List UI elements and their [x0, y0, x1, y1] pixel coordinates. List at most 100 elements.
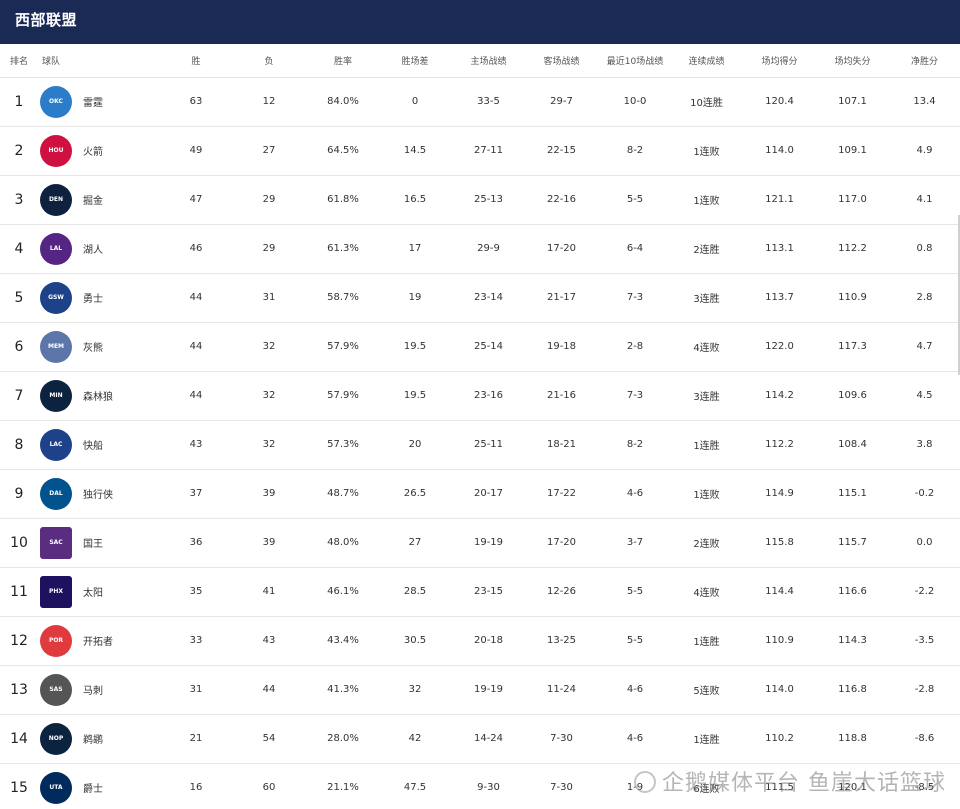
team-name[interactable]: 鹈鹕 — [83, 735, 103, 746]
team-name[interactable]: 勇士 — [83, 294, 103, 305]
streak-cell: 1连败 — [670, 126, 743, 176]
column-header-streak[interactable]: 连续成绩 — [670, 44, 743, 78]
column-header-ppg[interactable]: 场均得分 — [743, 44, 816, 78]
team-name[interactable]: 雷霆 — [83, 98, 103, 109]
losses-cell: 39 — [228, 469, 310, 519]
team-cell[interactable]: MEM 灰熊 — [38, 322, 164, 372]
team-cell[interactable]: PHX 太阳 — [38, 567, 164, 617]
table-row[interactable]: 7 MIN 森林狼 44 32 57.9% 19.5 23-16 21-16 7-3 3连胜 114.… — [0, 371, 960, 421]
table-row[interactable]: 2 HOU 火箭 49 27 64.5% 14.5 27-11 22-15 8-2 1连败 114.0… — [0, 126, 960, 176]
table-row[interactable]: 10 SAC 国王 36 39 48.0% 27 19-19 17-20 3-7 2连败 115.8 1… — [0, 518, 960, 568]
ppg-cell: 115.8 — [743, 518, 816, 568]
table-row[interactable]: 6 MEM 灰熊 44 32 57.9% 19.5 25-14 19-18 2-8 4连败 122.0… — [0, 322, 960, 372]
team-cell[interactable]: GSW 勇士 — [38, 273, 164, 323]
wins-cell: 46 — [164, 224, 228, 274]
win-pct-cell: 28.0% — [310, 714, 376, 764]
point-diff-cell: -8.6 — [889, 714, 960, 764]
column-header-opp-ppg[interactable]: 场均失分 — [816, 44, 889, 78]
team-name[interactable]: 森林狼 — [83, 392, 113, 403]
table-row[interactable]: 11 PHX 太阳 35 41 46.1% 28.5 23-15 12-26 5-5 4连败 114.… — [0, 567, 960, 617]
losses-cell: 32 — [228, 371, 310, 421]
losses-cell: 43 — [228, 616, 310, 666]
team-cell[interactable]: POR 开拓者 — [38, 616, 164, 666]
table-row[interactable]: 1 OKC 雷霆 63 12 84.0% 0 33-5 29-7 10-0 10连胜 120.4 107… — [0, 77, 960, 127]
ppg-cell: 121.1 — [743, 175, 816, 225]
team-name[interactable]: 马刺 — [83, 686, 103, 697]
wins-cell: 33 — [164, 616, 228, 666]
opp-ppg-cell: 115.7 — [816, 518, 889, 568]
ppg-cell: 120.4 — [743, 77, 816, 127]
team-cell[interactable]: UTA 爵士 — [38, 763, 164, 809]
team-name[interactable]: 湖人 — [83, 245, 103, 256]
column-header-wins[interactable]: 胜 — [164, 44, 228, 78]
table-row[interactable]: 13 SAS 马刺 31 44 41.3% 32 19-19 11-24 4-6 5连败 114.0 1… — [0, 665, 960, 715]
team-name[interactable]: 快船 — [83, 441, 103, 452]
table-row[interactable]: 14 NOP 鹈鹕 21 54 28.0% 42 14-24 7-30 4-6 1连胜 110.2 11… — [0, 714, 960, 764]
mavericks-logo-icon: DAL — [40, 477, 72, 510]
table-row[interactable]: 4 LAL 湖人 46 29 61.3% 17 29-9 17-20 6-4 2连胜 113.1 112… — [0, 224, 960, 274]
team-cell[interactable]: HOU 火箭 — [38, 126, 164, 176]
team-cell[interactable]: LAL 湖人 — [38, 224, 164, 274]
point-diff-cell: 13.4 — [889, 77, 960, 127]
point-diff-cell: 3.8 — [889, 420, 960, 470]
table-row[interactable]: 15 UTA 爵士 16 60 21.1% 47.5 9-30 7-30 1-9 6连败 111.5 1… — [0, 763, 960, 809]
games-behind-cell: 19.5 — [376, 371, 454, 421]
team-cell[interactable]: SAS 马刺 — [38, 665, 164, 715]
table-row[interactable]: 3 DEN 掘金 47 29 61.8% 16.5 25-13 22-16 5-5 1连败 121.1… — [0, 175, 960, 225]
column-header-games-behind[interactable]: 胜场差 — [376, 44, 454, 78]
table-row[interactable]: 8 LAC 快船 43 32 57.3% 20 25-11 18-21 8-2 1连胜 112.2 10… — [0, 420, 960, 470]
streak-cell: 5连败 — [670, 665, 743, 715]
opp-ppg-cell: 117.3 — [816, 322, 889, 372]
team-name[interactable]: 开拓者 — [83, 637, 113, 648]
wins-cell: 49 — [164, 126, 228, 176]
grizzlies-logo-icon: MEM — [40, 330, 72, 363]
win-pct-cell: 61.8% — [310, 175, 376, 225]
losses-cell: 39 — [228, 518, 310, 568]
team-name[interactable]: 太阳 — [83, 588, 103, 599]
team-name[interactable]: 独行侠 — [83, 490, 113, 501]
team-wrap: POR 开拓者 — [38, 624, 164, 657]
table-row[interactable]: 9 DAL 独行侠 37 39 48.7% 26.5 20-17 17-22 4-6 1连败 114.… — [0, 469, 960, 519]
wins-cell: 31 — [164, 665, 228, 715]
team-cell[interactable]: NOP 鹈鹕 — [38, 714, 164, 764]
team-cell[interactable]: MIN 森林狼 — [38, 371, 164, 421]
column-header-pct[interactable]: 胜率 — [310, 44, 376, 78]
team-cell[interactable]: DAL 独行侠 — [38, 469, 164, 519]
win-pct-cell: 84.0% — [310, 77, 376, 127]
rank-cell: 1 — [0, 77, 38, 127]
team-name[interactable]: 国王 — [83, 539, 103, 550]
team-cell[interactable]: OKC 雷霆 — [38, 77, 164, 127]
team-cell[interactable]: SAC 国王 — [38, 518, 164, 568]
column-header-last10[interactable]: 最近10场战绩 — [600, 44, 670, 78]
rank-cell: 2 — [0, 126, 38, 176]
column-header-home[interactable]: 主场战绩 — [454, 44, 523, 78]
table-row[interactable]: 12 POR 开拓者 33 43 43.4% 30.5 20-18 13-25 5-5 1连胜 110… — [0, 616, 960, 666]
conference-header: 西部联盟 — [0, 0, 960, 44]
standings-table: 排名 球队 胜 负 胜率 胜场差 主场战绩 客场战绩 最近10场战绩 连续成绩 … — [0, 44, 960, 809]
column-header-team[interactable]: 球队 — [38, 44, 164, 78]
team-cell[interactable]: DEN 掘金 — [38, 175, 164, 225]
column-header-rank[interactable]: 排名 — [0, 44, 38, 78]
team-name[interactable]: 掘金 — [83, 196, 103, 207]
rank-cell: 8 — [0, 420, 38, 470]
road-record-cell: 17-20 — [523, 518, 600, 568]
losses-cell: 32 — [228, 322, 310, 372]
wins-cell: 44 — [164, 322, 228, 372]
team-name[interactable]: 灰熊 — [83, 343, 103, 354]
column-header-losses[interactable]: 负 — [228, 44, 310, 78]
team-wrap: LAL 湖人 — [38, 232, 164, 265]
column-header-road[interactable]: 客场战绩 — [523, 44, 600, 78]
team-name[interactable]: 爵士 — [83, 784, 103, 795]
last10-cell: 4-6 — [600, 665, 670, 715]
team-name[interactable]: 火箭 — [83, 147, 103, 158]
opp-ppg-cell: 116.6 — [816, 567, 889, 617]
streak-cell: 2连败 — [670, 518, 743, 568]
table-row[interactable]: 5 GSW 勇士 44 31 58.7% 19 23-14 21-17 7-3 3连胜 113.7 11… — [0, 273, 960, 323]
last10-cell: 7-3 — [600, 273, 670, 323]
losses-cell: 12 — [228, 77, 310, 127]
rank-cell: 4 — [0, 224, 38, 274]
last10-cell: 1-9 — [600, 763, 670, 809]
scrollbar[interactable] — [958, 215, 960, 375]
column-header-diff[interactable]: 净胜分 — [889, 44, 960, 78]
team-cell[interactable]: LAC 快船 — [38, 420, 164, 470]
